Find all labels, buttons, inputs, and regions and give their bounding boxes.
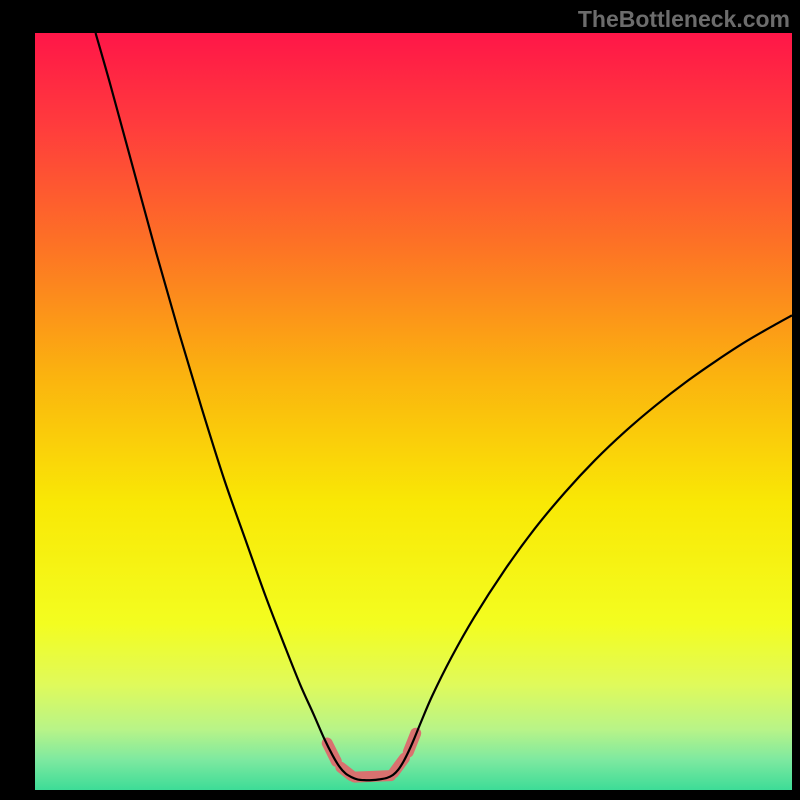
watermark: TheBottleneck.com [578, 6, 790, 32]
plot-background [35, 33, 792, 790]
bottleneck-chart: TheBottleneck.com [0, 0, 800, 800]
